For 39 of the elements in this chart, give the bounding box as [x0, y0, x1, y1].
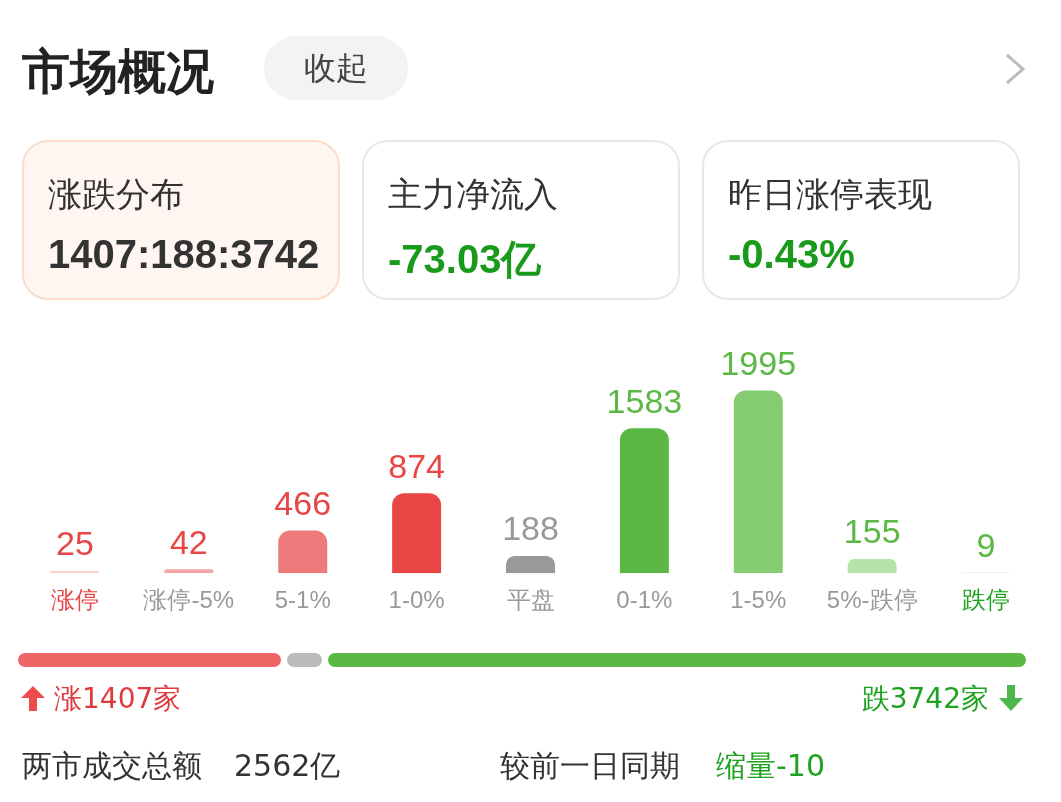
data-label: 874 — [388, 446, 445, 485]
data-label: 155 — [843, 512, 901, 551]
bar — [278, 530, 328, 574]
text: 1407:188:3742 — [48, 232, 321, 277]
bar — [733, 390, 783, 574]
text: -0.43% — [728, 232, 856, 277]
data-label: 1583 — [606, 381, 683, 420]
text: 涨跌分布 — [48, 173, 185, 216]
chart-title: 市场概况 — [22, 42, 214, 101]
x-tick-label: 平盘 — [506, 586, 555, 614]
data-label: 1995 — [720, 343, 797, 382]
text: 2562亿 — [234, 747, 341, 785]
bar — [164, 569, 214, 574]
x-tick-label: 1-0% — [388, 586, 445, 614]
x-tick-label: 0-1% — [616, 586, 673, 614]
x-tick-label: 5-1% — [274, 586, 331, 614]
bar — [619, 428, 669, 574]
text: 昨日涨停表现 — [728, 173, 933, 216]
bar — [392, 493, 442, 574]
data-label: 466 — [274, 483, 332, 522]
text: -73.03亿 — [388, 236, 543, 283]
x-tick-label: 5%-跌停 — [826, 586, 918, 614]
data-label: 9 — [976, 525, 996, 564]
data-label: 188 — [502, 509, 559, 548]
x-tick-label: 涨停-5% — [143, 586, 235, 614]
text: 跌3742家 — [861, 681, 989, 717]
text: 两市成交总额 — [22, 747, 202, 785]
text: 主力净流入 — [388, 173, 559, 216]
bar — [847, 559, 897, 574]
text: 较前一日同期 — [500, 747, 680, 785]
data-label: 42 — [169, 522, 208, 561]
text: 收起 — [264, 36, 408, 100]
bar — [506, 555, 555, 574]
x-tick-label: 涨停 — [50, 586, 99, 614]
x-tick-label: 1-5% — [730, 586, 787, 614]
text: 缩量-10 — [716, 747, 825, 785]
text: 涨1407家 — [54, 681, 182, 717]
x-tick-label: 跌停 — [962, 586, 1011, 614]
data-label: 25 — [56, 524, 94, 563]
